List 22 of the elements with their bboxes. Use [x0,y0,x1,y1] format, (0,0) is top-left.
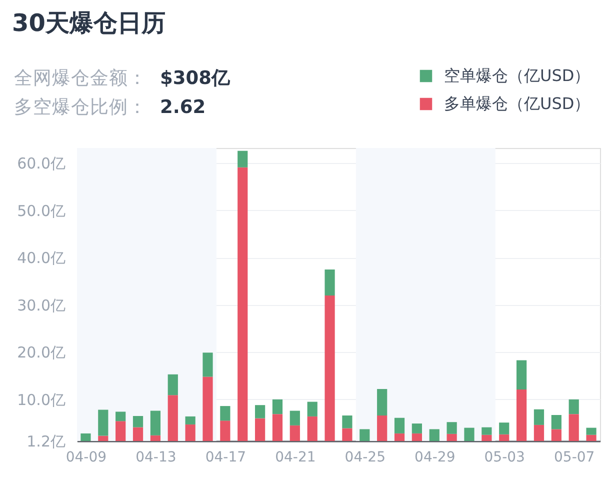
y-tick-label: 60.0亿 [17,154,66,173]
x-tick-label: 04-09 [66,450,107,466]
text: 2.62 [160,97,206,118]
y-tick-label: 1.2亿 [26,432,66,450]
x-tick-label: 04-21 [275,450,316,466]
y-tick-label: 10.0亿 [17,390,66,409]
text: 全网爆仓金额： [14,67,147,89]
y-tick-label: 50.0亿 [17,202,66,220]
x-tick-label: 04-13 [136,450,176,466]
x-tick-label: 05-07 [554,450,595,466]
y-tick-label: 40.0亿 [17,249,66,268]
legend-label: 空单爆仓（亿USD） [444,66,590,85]
x-tick-label: 04-17 [205,450,246,466]
legend-label: 多单爆仓（亿USD） [444,94,590,113]
y-tick-label: 30.0亿 [17,296,66,314]
chart-title: 30天爆仓日历 [12,9,166,37]
text: 多空爆仓比例： [14,96,147,118]
text: $308亿 [160,68,232,89]
x-tick-label: 05-03 [484,450,525,466]
y-tick-label: 20.0亿 [17,344,66,362]
x-tick-label: 04-25 [344,450,386,466]
x-tick-label: 04-29 [414,450,456,466]
